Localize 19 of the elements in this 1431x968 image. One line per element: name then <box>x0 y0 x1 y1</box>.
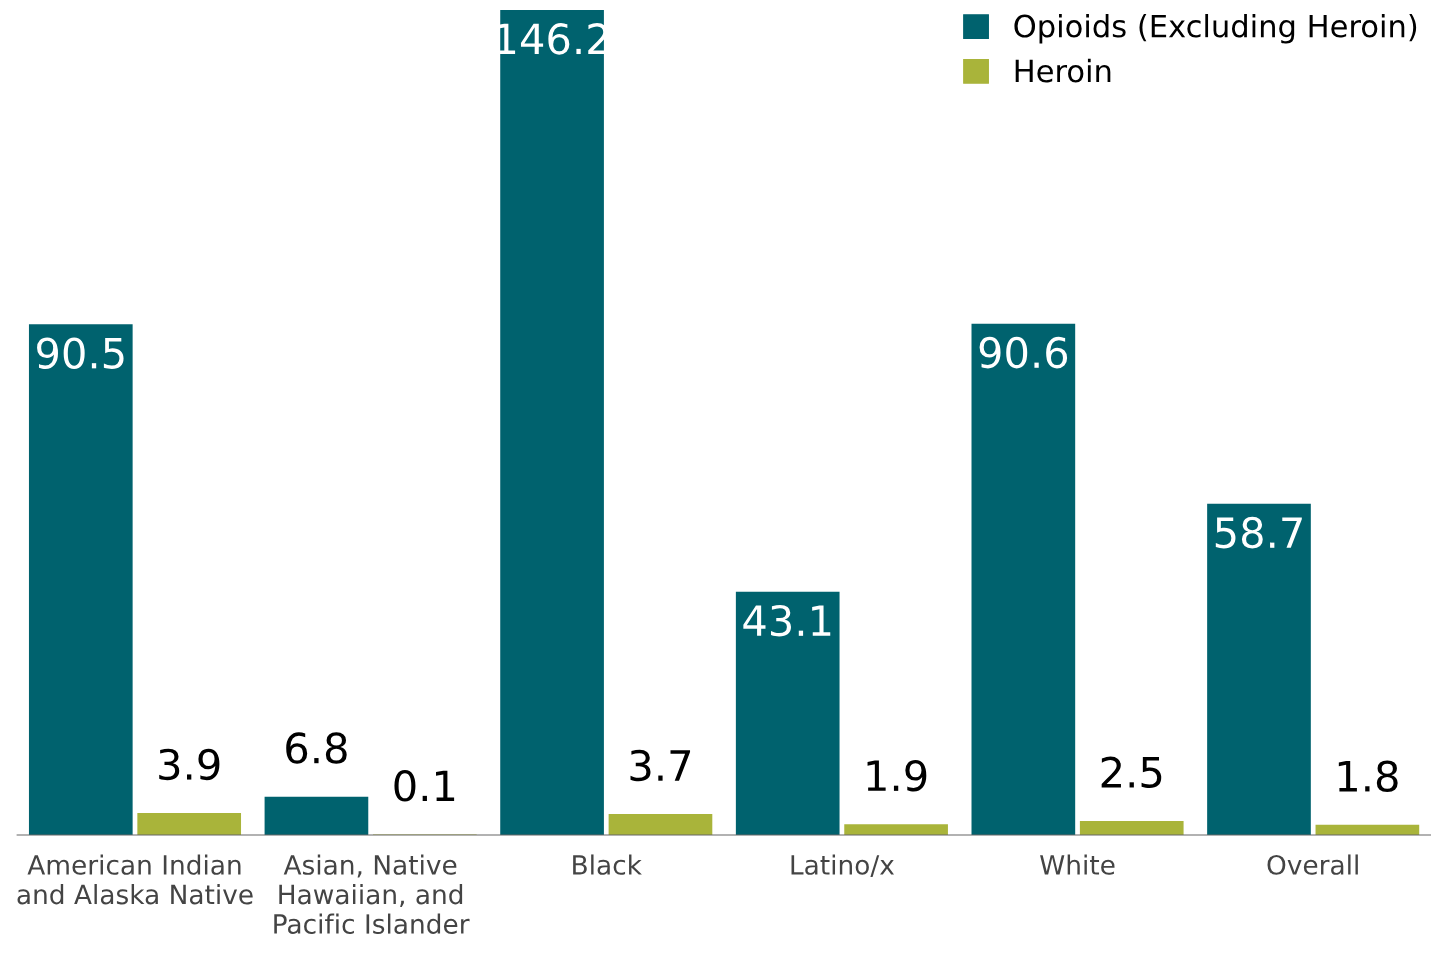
data-label: 2.5 <box>1101 756 1162 789</box>
x-tick-label: Overall <box>1267 854 1358 875</box>
data-label: 1.8 <box>1338 760 1398 793</box>
data-label: 3.7 <box>630 749 691 782</box>
x-tick-label: Latino/x <box>791 854 895 877</box>
data-label: 3.9 <box>159 748 220 781</box>
legend-label: Heroin <box>1015 58 1111 83</box>
x-tick-label: American Indian and Alaska Native <box>17 854 253 905</box>
data-label: 6.8 <box>286 732 347 764</box>
x-tick-label: Black <box>573 854 642 875</box>
x-tick-label: White <box>1040 854 1115 875</box>
x-tick-label: Asian, Native Hawaiian, and Pacific Islander <box>274 854 470 934</box>
data-label: 90.6 <box>979 336 1068 369</box>
data-label: 58.7 <box>1215 516 1302 549</box>
data-label: 1.9 <box>867 759 927 792</box>
data-label: 0.1 <box>394 770 455 802</box>
data-label: 43.1 <box>743 604 831 637</box>
data-label: 90.5 <box>37 337 124 369</box>
legend-label: Opioids (Excluding Heroin) <box>1014 13 1417 44</box>
